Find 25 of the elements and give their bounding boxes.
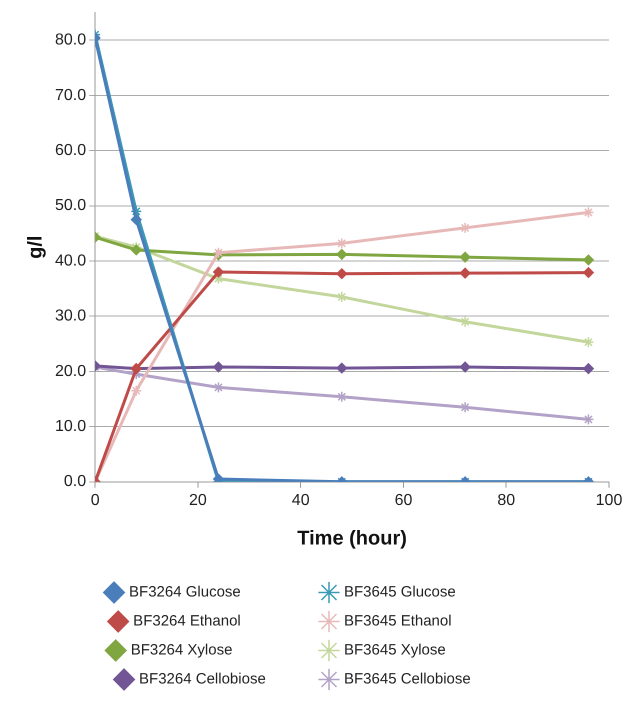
y-tick-label: 30.0 — [55, 308, 86, 325]
x-tick-label: 60 — [394, 492, 412, 509]
y-tick-label: 10.0 — [55, 418, 86, 436]
y-tick-label: 80.0 — [55, 32, 86, 49]
y-axis-title: g/l — [24, 236, 47, 259]
x-tick-label: 0 — [90, 492, 100, 509]
y-tick-label: 40.0 — [55, 252, 86, 270]
y-tick-label: 50.0 — [55, 197, 86, 214]
x-axis-title: Time (hour) — [297, 528, 407, 550]
y-tick-label: 20.0 — [55, 362, 86, 380]
legend-label: BF3264 Glucose — [129, 584, 308, 601]
legend-label: BF3645 Xylose — [344, 642, 521, 659]
legend-label: BF3264 Xylose — [130, 642, 308, 659]
x-tick-label: 80 — [497, 492, 516, 509]
legend-label: BF3645 Ethanol — [344, 612, 518, 630]
legend-label: BF3645 Glucose — [344, 584, 522, 601]
legend-label: BF3264 Ethanol — [133, 612, 308, 630]
y-tick-label: 0.0 — [64, 473, 86, 490]
y-tick-label: 60.0 — [55, 142, 86, 160]
x-tick-label: 100 — [596, 492, 622, 509]
y-tick-label: 70.0 — [55, 86, 86, 104]
legend-label: BF3645 Cellobiose — [344, 670, 512, 688]
legend-label: BF3264 Cellobiose — [139, 670, 308, 688]
x-tick-label: 20 — [189, 492, 207, 509]
x-tick-label: 40 — [292, 492, 310, 509]
